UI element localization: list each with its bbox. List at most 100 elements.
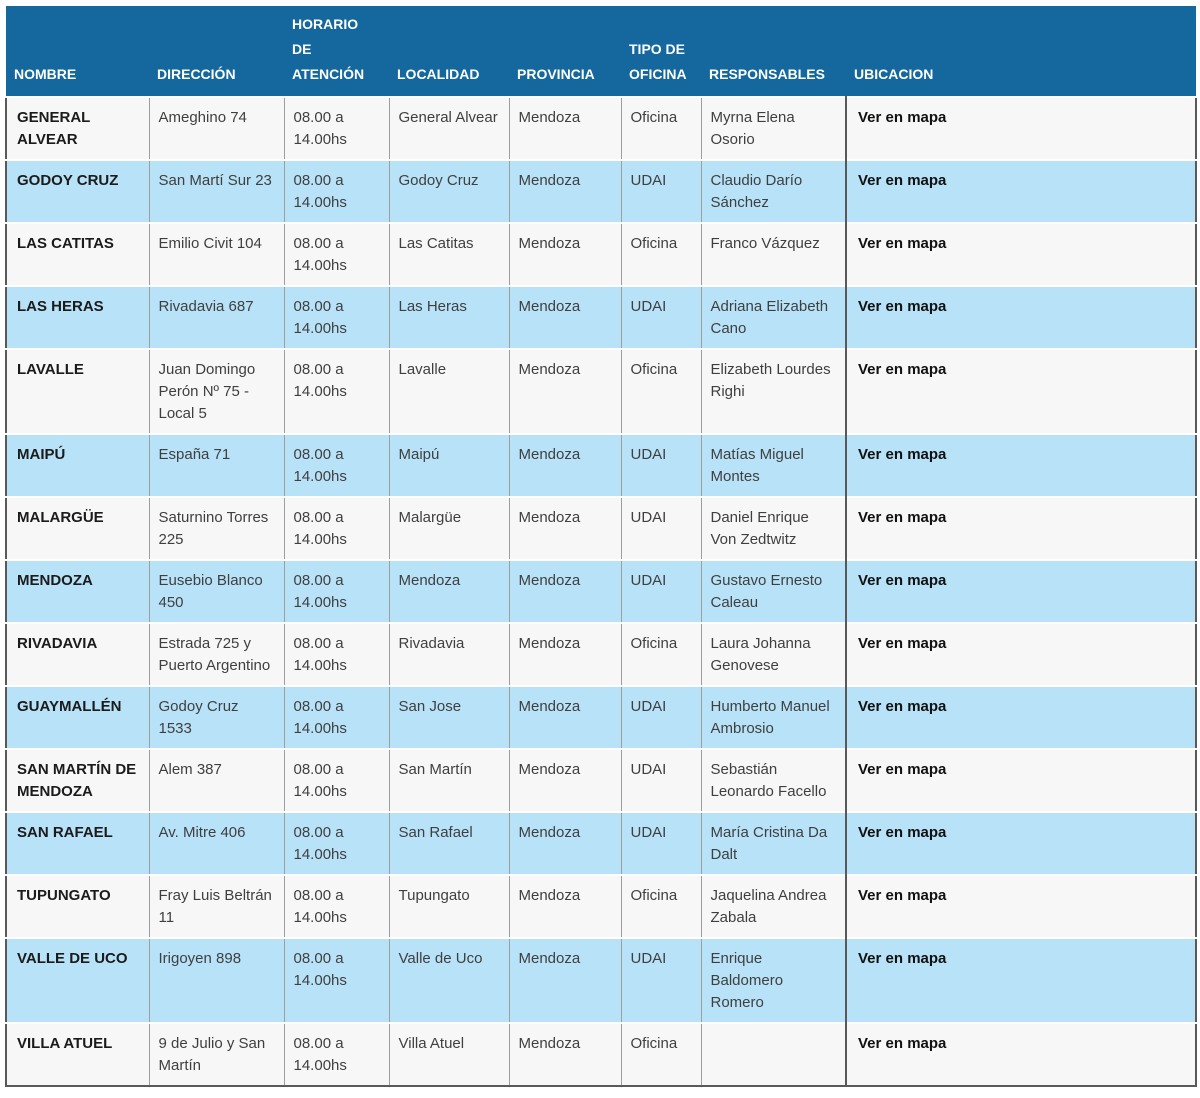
tipo_oficina-cell: UDAI — [620, 160, 701, 223]
horario-cell: 08.00 a 14.00hs — [283, 223, 389, 286]
responsables-cell: Adriana Elizabeth Cano — [700, 286, 846, 349]
horario-cell: 08.00 a 14.00hs — [283, 286, 389, 349]
responsables-cell: Elizabeth Lourdes Righi — [700, 349, 846, 434]
ubicacion-cell: Ver en mapa — [845, 686, 1196, 749]
responsables-cell: Enrique Baldomero Romero — [700, 938, 846, 1023]
localidad-cell: Mendoza — [388, 560, 509, 623]
direccion-cell: Ameghino 74 — [148, 97, 284, 160]
nombre-cell: MAIPÚ — [17, 446, 66, 463]
ver-en-mapa-link[interactable]: Ver en mapa — [858, 824, 947, 841]
ver-en-mapa-link[interactable]: Ver en mapa — [858, 761, 947, 778]
ubicacion-cell: Ver en mapa — [845, 749, 1196, 812]
ver-en-mapa-link[interactable]: Ver en mapa — [858, 446, 947, 463]
direccion-cell: Alem 387 — [148, 749, 284, 812]
horario-cell: 08.00 a 14.00hs — [283, 97, 389, 160]
offices-table-container: NOMBRE DIRECCIÓN HORARIO DE ATENCIÓN LOCALI… — [5, 6, 1197, 1087]
column-header-horario: HORARIO DE ATENCIÓN — [284, 6, 389, 97]
column-header-ubicacion: UBICACION — [846, 6, 1196, 97]
tipo_oficina-cell: UDAI — [620, 434, 701, 497]
tipo_oficina-cell: Oficina — [620, 623, 701, 686]
nombre-cell: MENDOZA — [17, 572, 93, 589]
direccion-cell: Fray Luis Beltrán 11 — [148, 875, 284, 938]
responsables-cell: Laura Johanna Genovese — [700, 623, 846, 686]
direccion-cell: Juan Domingo Perón Nº 75 - Local 5 — [148, 349, 284, 434]
horario-cell: 08.00 a 14.00hs — [283, 623, 389, 686]
ver-en-mapa-link[interactable]: Ver en mapa — [858, 950, 947, 967]
localidad-cell: Villa Atuel — [388, 1023, 509, 1086]
responsables-cell: Sebastián Leonardo Facello — [700, 749, 846, 812]
ver-en-mapa-link[interactable]: Ver en mapa — [858, 887, 947, 904]
localidad-cell: Maipú — [388, 434, 509, 497]
direccion-cell: Av. Mitre 406 — [148, 812, 284, 875]
responsables-cell: Myrna Elena Osorio — [700, 97, 846, 160]
responsables-cell: Gustavo Ernesto Caleau — [700, 560, 846, 623]
direccion-cell: Emilio Civit 104 — [148, 223, 284, 286]
localidad-cell: General Alvear — [388, 97, 509, 160]
ubicacion-cell: Ver en mapa — [845, 623, 1196, 686]
responsables-cell: Matías Miguel Montes — [700, 434, 846, 497]
localidad-cell: Tupungato — [388, 875, 509, 938]
ver-en-mapa-link[interactable]: Ver en mapa — [858, 361, 947, 378]
column-header-nombre: NOMBRE — [6, 6, 149, 97]
responsables-cell: Daniel Enrique Von Zedtwitz — [700, 497, 846, 560]
nombre-cell: SAN RAFAEL — [17, 824, 113, 841]
provincia-cell: Mendoza — [508, 497, 621, 560]
column-header-localidad: LOCALIDAD — [389, 6, 509, 97]
horario-cell: 08.00 a 14.00hs — [283, 1023, 389, 1086]
horario-cell: 08.00 a 14.00hs — [283, 434, 389, 497]
tipo_oficina-cell: UDAI — [620, 286, 701, 349]
ubicacion-cell: Ver en mapa — [845, 812, 1196, 875]
offices-table: NOMBRE DIRECCIÓN HORARIO DE ATENCIÓN LOCALI… — [5, 6, 1197, 1087]
column-header-provincia: PROVINCIA — [509, 6, 621, 97]
ver-en-mapa-link[interactable]: Ver en mapa — [858, 509, 947, 526]
table-row: VALLE DE UCO Irigoyen 898 08.00 a 14.00hs V… — [6, 938, 1196, 1023]
direccion-cell: Godoy Cruz 1533 — [148, 686, 284, 749]
provincia-cell: Mendoza — [508, 434, 621, 497]
horario-cell: 08.00 a 14.00hs — [283, 749, 389, 812]
tipo_oficina-cell: UDAI — [620, 749, 701, 812]
responsables-cell: Franco Vázquez — [700, 223, 846, 286]
column-header-direccion: DIRECCIÓN — [149, 6, 284, 97]
ubicacion-cell: Ver en mapa — [845, 434, 1196, 497]
ver-en-mapa-link[interactable]: Ver en mapa — [858, 698, 947, 715]
tipo_oficina-cell: UDAI — [620, 812, 701, 875]
tipo_oficina-cell: Oficina — [620, 223, 701, 286]
localidad-cell: San Martín — [388, 749, 509, 812]
direccion-cell: 9 de Julio y San Martín — [148, 1023, 284, 1086]
localidad-cell: San Rafael — [388, 812, 509, 875]
table-row: MALARGÜE Saturnino Torres 225 08.00 a 14.0… — [6, 497, 1196, 560]
table-row: LAS CATITAS Emilio Civit 104 08.00 a 14.00… — [6, 223, 1196, 286]
provincia-cell: Mendoza — [508, 623, 621, 686]
table-row: LAVALLE Juan Domingo Perón Nº 75 - Local … — [6, 349, 1196, 434]
nombre-cell: RIVADAVIA — [17, 635, 98, 652]
ver-en-mapa-link[interactable]: Ver en mapa — [858, 109, 947, 126]
localidad-cell: Lavalle — [388, 349, 509, 434]
ver-en-mapa-link[interactable]: Ver en mapa — [858, 235, 947, 252]
provincia-cell: Mendoza — [508, 938, 621, 1023]
ubicacion-cell: Ver en mapa — [845, 560, 1196, 623]
provincia-cell: Mendoza — [508, 223, 621, 286]
ver-en-mapa-link[interactable]: Ver en mapa — [858, 298, 947, 315]
direccion-cell: Rivadavia 687 — [148, 286, 284, 349]
ubicacion-cell: Ver en mapa — [845, 938, 1196, 1023]
ubicacion-cell: Ver en mapa — [845, 497, 1196, 560]
provincia-cell: Mendoza — [508, 160, 621, 223]
ver-en-mapa-link[interactable]: Ver en mapa — [858, 172, 947, 189]
ver-en-mapa-link[interactable]: Ver en mapa — [858, 572, 947, 589]
nombre-cell: TUPUNGATO — [17, 887, 111, 904]
horario-cell: 08.00 a 14.00hs — [283, 875, 389, 938]
horario-cell: 08.00 a 14.00hs — [283, 497, 389, 560]
provincia-cell: Mendoza — [508, 286, 621, 349]
provincia-cell: Mendoza — [508, 875, 621, 938]
provincia-cell: Mendoza — [508, 686, 621, 749]
provincia-cell: Mendoza — [508, 349, 621, 434]
responsables-cell: Jaquelina Andrea Zabala — [700, 875, 846, 938]
ver-en-mapa-link[interactable]: Ver en mapa — [858, 1035, 947, 1052]
table-row: TUPUNGATO Fray Luis Beltrán 11 08.00 a 14.… — [6, 875, 1196, 938]
nombre-cell: SAN MARTÍN DE MENDOZA — [17, 761, 137, 800]
ver-en-mapa-link[interactable]: Ver en mapa — [858, 635, 947, 652]
direccion-cell: Estrada 725 y Puerto Argentino — [148, 623, 284, 686]
localidad-cell: Malargüe — [388, 497, 509, 560]
table-row: SAN MARTÍN DE MENDOZA Alem 387 08.00 a 14.… — [6, 749, 1196, 812]
responsables-cell: María Cristina Da Dalt — [700, 812, 846, 875]
